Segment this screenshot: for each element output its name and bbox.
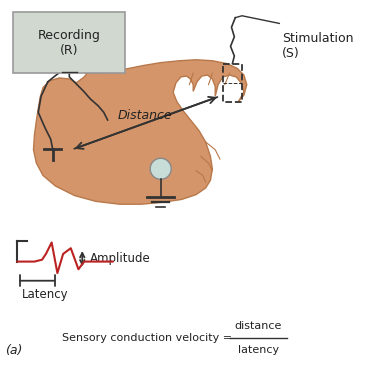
Text: distance: distance [235, 322, 282, 332]
Text: Amplitude: Amplitude [90, 252, 151, 265]
Text: (a): (a) [5, 344, 22, 357]
Text: Sensory conduction velocity =: Sensory conduction velocity = [62, 333, 236, 343]
Polygon shape [33, 24, 247, 204]
Text: Stimulation
(S): Stimulation (S) [282, 32, 354, 60]
FancyBboxPatch shape [14, 12, 125, 73]
Text: latency: latency [238, 345, 279, 355]
Text: Distance: Distance [118, 109, 173, 122]
Text: Recording
(R): Recording (R) [38, 29, 101, 57]
Bar [223, 63, 242, 102]
Text: Latency: Latency [22, 288, 68, 301]
Circle shape [150, 158, 171, 179]
